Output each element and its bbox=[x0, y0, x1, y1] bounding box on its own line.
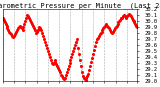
Title: Milwaukee  Barometric Pressure per Minute  (Last 24 Hours): Milwaukee Barometric Pressure per Minute… bbox=[0, 3, 160, 9]
